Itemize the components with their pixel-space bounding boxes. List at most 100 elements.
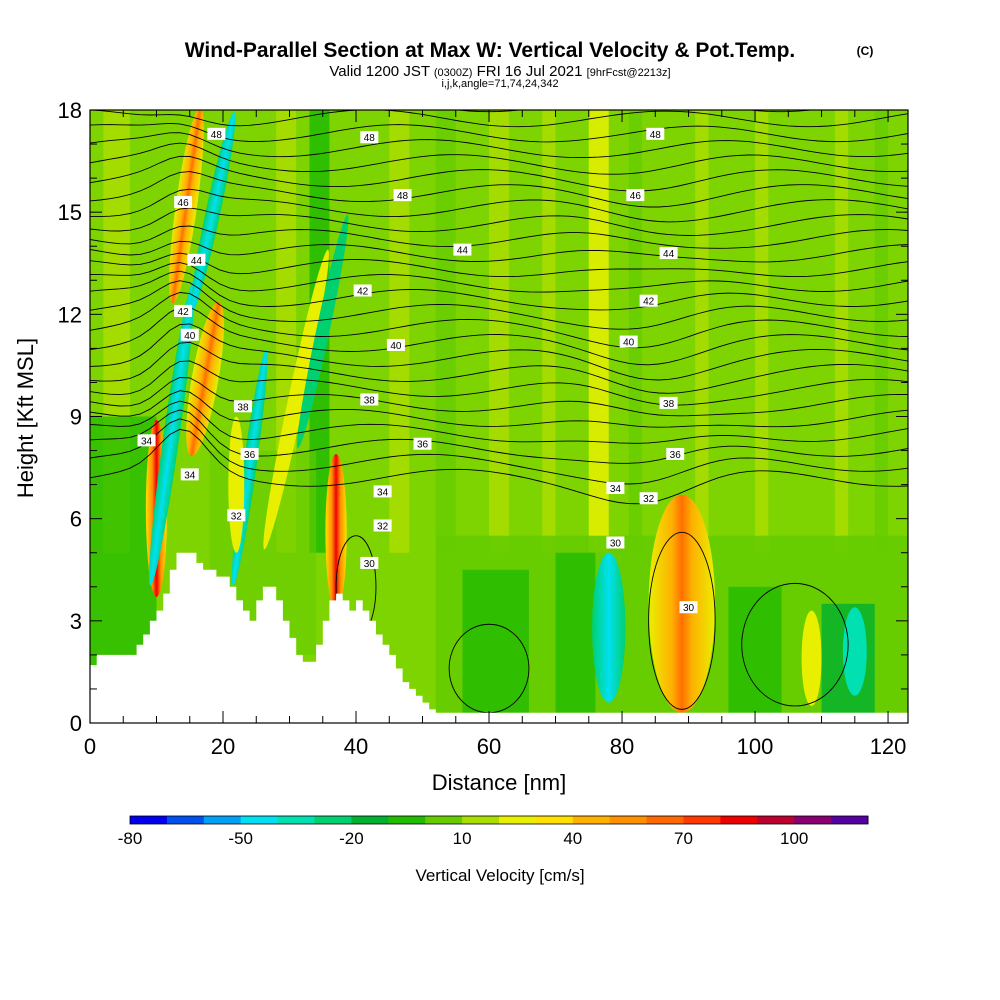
svg-text:38: 38 <box>364 395 376 406</box>
svg-text:32: 32 <box>377 521 389 532</box>
x-tick-label: 80 <box>610 734 634 759</box>
isentrope-labels: 48 48 48 48 46 46 44 44 44 42 42 42 40 40 40 38 38 38 36 36… <box>137 127 698 614</box>
updraft-plume <box>801 610 822 706</box>
x-tick-label: 0 <box>84 734 96 759</box>
colorbar-swatch <box>720 816 758 824</box>
isentrope-line <box>90 240 908 263</box>
x-tick-label: 60 <box>477 734 501 759</box>
isentrope-label: 46 <box>174 195 193 209</box>
isentrope-label: 48 <box>207 127 226 141</box>
svg-text:40: 40 <box>390 341 402 352</box>
colorbar-swatch <box>166 816 205 824</box>
colorbar-tick-label: 40 <box>563 829 582 848</box>
isentrope-line <box>90 207 908 236</box>
isentrope-line <box>90 428 908 505</box>
svg-text:38: 38 <box>237 402 249 413</box>
y-tick-label: 15 <box>58 200 82 225</box>
colorbar-tick-labels: -80 -50 -20 10 40 70 100 <box>118 829 809 848</box>
isentrope-label: 44 <box>453 243 472 257</box>
isentrope-label: 36 <box>413 437 432 451</box>
isentrope-label: 38 <box>360 393 379 406</box>
isentrope-line <box>90 306 908 366</box>
isentrope-line <box>90 122 908 143</box>
svg-text:46: 46 <box>178 198 190 209</box>
isentrope-line <box>90 280 908 330</box>
svg-text:34: 34 <box>184 470 196 481</box>
colorbar-swatch <box>757 816 795 824</box>
svg-text:48: 48 <box>397 191 409 202</box>
svg-text:48: 48 <box>650 130 662 141</box>
velocity-band <box>874 110 889 553</box>
svg-text:30: 30 <box>683 603 695 614</box>
subtitle-utc: (0300Z) <box>434 67 473 79</box>
chart-title: Wind-Parallel Section at Max W: Vertical… <box>185 39 796 62</box>
velocity-band <box>389 110 410 553</box>
colorbar-swatch <box>646 816 684 824</box>
velocity-band <box>695 110 709 553</box>
isentrope-line <box>90 377 908 417</box>
y-tick-label: 12 <box>58 302 82 327</box>
isentrope-label: 34 <box>373 485 392 498</box>
colorbar-swatch <box>535 816 574 824</box>
isentrope-line <box>90 225 908 249</box>
velocity-band <box>628 110 642 553</box>
colorbar-swatch <box>794 816 832 824</box>
subtitle-valid: Valid 1200 JST <box>329 63 429 80</box>
colorbar-swatch <box>499 816 537 824</box>
x-axis-label: Distance [nm] <box>432 770 567 795</box>
isentrope-label: 42 <box>353 284 372 297</box>
y-tick-label: 0 <box>70 711 82 736</box>
isentrope-label: 30 <box>606 536 625 550</box>
colorbar-tick-label: -20 <box>339 829 364 848</box>
svg-text:42: 42 <box>643 297 655 308</box>
isentrope-label: 34 <box>137 434 156 447</box>
subtitle-date: FRI 16 Jul 2021 <box>477 63 583 80</box>
svg-text:34: 34 <box>141 436 153 447</box>
isentrope-line <box>90 262 908 293</box>
x-tick-label: 120 <box>870 734 907 759</box>
isentrope-label: 40 <box>180 328 199 342</box>
velocity-band <box>542 110 556 553</box>
colorbar-swatch <box>683 816 721 824</box>
colorbar-tick-label: -50 <box>228 829 253 848</box>
velocity-band <box>435 110 456 553</box>
colorbar-tick-label: 70 <box>674 829 693 848</box>
vertical-velocity-field <box>90 110 908 723</box>
velocity-band <box>462 569 529 713</box>
colorbar-tick-label: 100 <box>780 829 808 848</box>
isentrope-line <box>454 110 815 113</box>
isentrope-label: 40 <box>386 338 405 352</box>
chart-title-mark: (C) <box>857 44 874 58</box>
colorbar-swatch <box>609 816 648 824</box>
x-tick-label: 100 <box>737 734 774 759</box>
isentrope-line <box>90 142 908 175</box>
updraft-plume <box>325 453 347 611</box>
colorbar-swatch <box>572 816 611 824</box>
isentrope-label: 36 <box>240 447 259 461</box>
isentrope-label: 44 <box>659 247 678 260</box>
isentrope-label: 46 <box>626 189 645 202</box>
colorbar-swatch <box>831 816 869 824</box>
svg-text:32: 32 <box>231 511 243 522</box>
svg-text:42: 42 <box>178 307 190 318</box>
isentrope-line <box>90 390 908 428</box>
colorbar-swatch <box>240 816 279 824</box>
svg-text:48: 48 <box>211 130 223 141</box>
y-tick-label: 3 <box>70 609 82 634</box>
updraft-plume <box>228 416 245 553</box>
velocity-band <box>834 110 849 553</box>
colorbar-frame <box>129 815 869 825</box>
colorbar-swatch <box>314 816 352 824</box>
chart-subtitle: Valid 1200 JST (0300Z) FRI 16 Jul 2021 [… <box>329 63 670 80</box>
isentrope-label: 48 <box>393 189 412 202</box>
velocity-band <box>728 586 782 713</box>
isentrope-label: 34 <box>180 468 199 481</box>
isentrope-line <box>648 531 716 710</box>
isentrope-label: 32 <box>373 519 392 532</box>
isentrope-label: 32 <box>227 509 246 522</box>
x-tick-label: 20 <box>211 734 235 759</box>
colorbar-swatch <box>462 816 500 824</box>
isentrope-line <box>90 132 908 159</box>
svg-text:40: 40 <box>184 331 196 342</box>
subtitle-forecast: [9hrFcst@2213z] <box>587 67 671 79</box>
